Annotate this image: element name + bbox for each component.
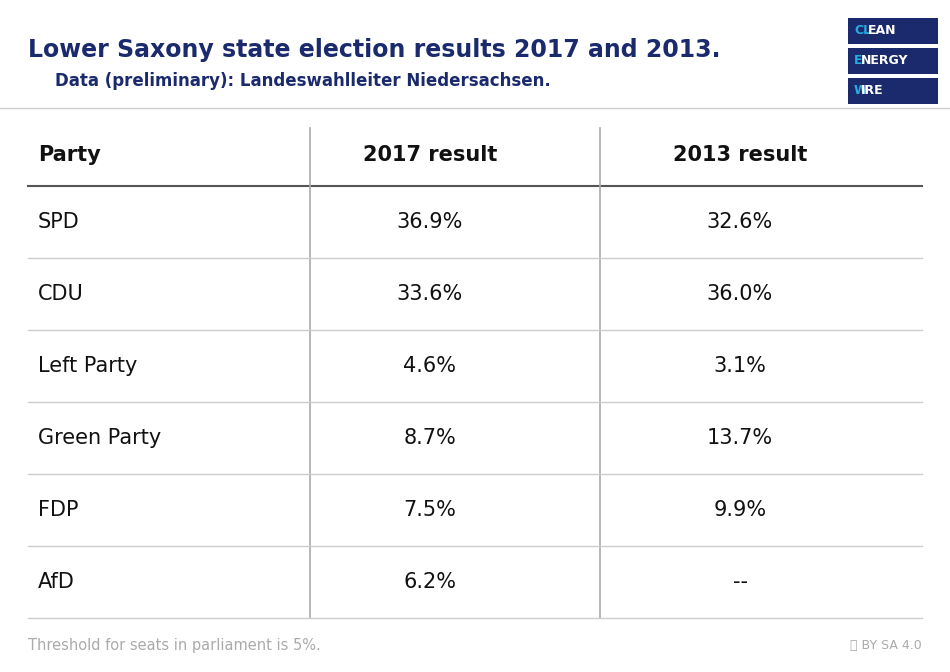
Text: IRE: IRE	[861, 85, 884, 97]
Text: NERGY: NERGY	[861, 54, 908, 67]
Text: 6.2%: 6.2%	[404, 572, 457, 592]
Text: --: --	[732, 572, 748, 592]
Text: 36.0%: 36.0%	[707, 284, 773, 304]
Text: W: W	[854, 85, 867, 97]
Text: 32.6%: 32.6%	[707, 212, 773, 232]
Text: CDU: CDU	[38, 284, 84, 304]
Text: E: E	[854, 54, 863, 67]
Text: 8.7%: 8.7%	[404, 428, 456, 448]
Text: FDP: FDP	[38, 500, 79, 520]
Text: 2017 result: 2017 result	[363, 145, 497, 165]
Text: 7.5%: 7.5%	[404, 500, 456, 520]
FancyBboxPatch shape	[848, 48, 938, 74]
FancyBboxPatch shape	[848, 78, 938, 104]
Text: Left Party: Left Party	[38, 356, 138, 376]
Text: 36.9%: 36.9%	[397, 212, 464, 232]
Text: 9.9%: 9.9%	[713, 500, 767, 520]
Text: Data (preliminary): Landeswahlleiter Niedersachsen.: Data (preliminary): Landeswahlleiter Nie…	[55, 72, 551, 90]
Text: 13.7%: 13.7%	[707, 428, 773, 448]
Text: 3.1%: 3.1%	[713, 356, 767, 376]
Text: 4.6%: 4.6%	[404, 356, 457, 376]
FancyBboxPatch shape	[848, 18, 938, 44]
Text: 2013 result: 2013 result	[673, 145, 807, 165]
Text: SPD: SPD	[38, 212, 80, 232]
Text: Party: Party	[38, 145, 101, 165]
Text: Lower Saxony state election results 2017 and 2013.: Lower Saxony state election results 2017…	[28, 38, 720, 62]
Text: Threshold for seats in parliament is 5%.: Threshold for seats in parliament is 5%.	[28, 638, 321, 653]
Text: Green Party: Green Party	[38, 428, 162, 448]
Text: CL: CL	[854, 24, 871, 38]
Text: 33.6%: 33.6%	[397, 284, 464, 304]
Text: ⓒ BY SA 4.0: ⓒ BY SA 4.0	[850, 639, 922, 652]
Text: EAN: EAN	[867, 24, 896, 38]
Text: AfD: AfD	[38, 572, 75, 592]
